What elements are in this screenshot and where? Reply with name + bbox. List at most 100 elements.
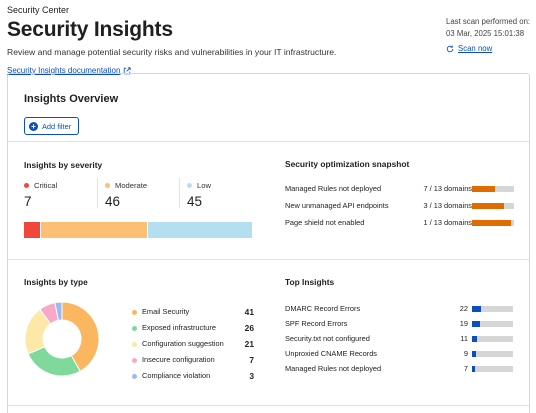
section-divider	[8, 405, 529, 406]
top-insight-row[interactable]: DMARC Record Errors 22	[285, 304, 525, 316]
type-label: Insecure configuration	[142, 355, 215, 364]
top-insight-row[interactable]: Security.txt not configured 11	[285, 334, 525, 346]
snapshot-value: 1 / 13 domains	[423, 218, 472, 227]
snapshot-label: Managed Rules not deployed	[285, 184, 382, 193]
snapshot-value: 3 / 13 domains	[423, 201, 472, 210]
top-insight-bar-track	[472, 351, 513, 357]
snapshot-label: Page shield not enabled	[285, 218, 365, 227]
top-insight-count: 19	[459, 319, 468, 328]
top-insight-count: 11	[460, 334, 468, 343]
snapshot-row[interactable]: Page shield not enabled 1 / 13 domains	[285, 218, 525, 230]
top-insight-bar-fill	[472, 336, 477, 342]
legend-dot	[132, 325, 137, 331]
snapshot-bar-track	[472, 203, 514, 209]
donut-slice[interactable]	[54, 301, 63, 321]
severity-count: 45	[187, 194, 203, 209]
page-header: Security Center Security Insights Review…	[7, 5, 337, 78]
legend-dot	[132, 373, 137, 379]
top-insights-title: Top Insights	[285, 277, 335, 287]
type-label: Configuration suggestion	[142, 339, 224, 348]
insights-overview-card: Insights Overview + Add filter Insights …	[7, 73, 530, 413]
snapshot-label: New unmanaged API endpoints	[285, 201, 389, 210]
scan-now-button[interactable]: Scan now	[446, 43, 536, 55]
top-insight-label: Managed Rules not deployed	[285, 364, 382, 373]
legend-dot	[132, 357, 137, 363]
plus-circle-icon: +	[29, 121, 38, 131]
severity-stacked-bar	[24, 222, 252, 238]
legend-dot	[132, 341, 137, 347]
scan-now-label: Scan now	[458, 44, 493, 53]
snapshot-bar-fill	[472, 220, 511, 226]
severity-critical: Critical 7	[24, 181, 104, 209]
donut-slice[interactable]	[27, 346, 81, 377]
severity-separator	[97, 178, 98, 208]
severity-segment-critical	[24, 222, 41, 238]
type-count: 21	[244, 339, 254, 349]
breadcrumb: Security Center	[7, 5, 70, 15]
snapshot-bar-track	[472, 220, 514, 226]
refresh-icon	[446, 45, 454, 53]
type-count: 26	[244, 323, 254, 333]
type-legend-item[interactable]: Compliance violation 3	[132, 371, 254, 383]
type-count: 41	[244, 307, 254, 317]
insights-overview-title: Insights Overview	[24, 93, 119, 105]
type-label: Exposed infrastructure	[142, 323, 216, 332]
snapshot-row[interactable]: Managed Rules not deployed 7 / 13 domains	[285, 184, 525, 196]
severity-segment-moderate	[40, 222, 148, 238]
snapshot-bar-fill	[472, 203, 504, 209]
documentation-link-label: Security Insights documentation	[7, 66, 121, 75]
top-insight-count: 7	[463, 364, 468, 373]
severity-segment-low	[147, 222, 252, 238]
top-insight-row[interactable]: SPF Record Errors 19	[285, 319, 525, 331]
type-legend-item[interactable]: Exposed infrastructure 26	[132, 323, 254, 335]
severity-title: Insights by severity	[24, 160, 103, 170]
severity-separator	[179, 178, 180, 208]
top-insight-bar-fill	[472, 366, 475, 372]
top-insight-bar-track	[472, 321, 513, 327]
section-divider	[8, 259, 529, 260]
section-divider	[8, 141, 529, 142]
top-insight-bar-fill	[472, 306, 482, 312]
snapshot-bar-track	[472, 186, 514, 192]
severity-label: Critical	[34, 181, 58, 190]
top-insight-bar-track	[472, 366, 513, 372]
insights-by-type-donut	[24, 301, 100, 377]
top-insight-label: Security.txt not configured	[285, 334, 370, 343]
snapshot-value: 7 / 13 domains	[423, 184, 472, 193]
top-insight-bar-fill	[472, 351, 476, 357]
top-insight-label: SPF Record Errors	[285, 319, 348, 328]
type-count: 7	[249, 355, 254, 365]
top-insight-label: Unproxied CNAME Records	[285, 349, 378, 358]
severity-label: Low	[197, 181, 211, 190]
top-insight-bar-track	[472, 336, 513, 342]
page-subtitle: Review and manage potential security ris…	[7, 47, 337, 57]
type-legend-item[interactable]: Insecure configuration 7	[132, 355, 254, 367]
severity-count: 7	[24, 194, 32, 209]
low-dot	[187, 183, 192, 188]
severity-moderate: Moderate 46	[105, 181, 185, 209]
legend-dot	[132, 309, 137, 315]
critical-dot	[24, 183, 29, 188]
severity-label: Moderate	[115, 181, 148, 190]
last-scan-label: Last scan performed on:	[446, 17, 531, 26]
type-label: Compliance violation	[142, 371, 211, 380]
type-label: Email Security	[142, 307, 190, 316]
type-title: Insights by type	[24, 277, 88, 287]
top-insight-row[interactable]: Managed Rules not deployed 7	[285, 364, 525, 376]
top-insight-label: DMARC Record Errors	[285, 304, 361, 313]
snapshot-row[interactable]: New unmanaged API endpoints 3 / 13 domain…	[285, 201, 525, 213]
type-count: 3	[249, 371, 254, 381]
page-title: Security Insights	[7, 18, 173, 41]
top-insight-bar-fill	[472, 321, 480, 327]
snapshot-bar-fill	[472, 186, 495, 192]
last-scan-timestamp: 03 Mar, 2025 15:01:38	[446, 29, 525, 38]
snapshot-title: Security optimization snapshot	[285, 159, 410, 169]
top-insight-count: 22	[459, 304, 468, 313]
severity-count: 46	[105, 194, 121, 209]
donut-slice[interactable]	[61, 301, 100, 372]
top-insight-count: 9	[463, 349, 468, 358]
add-filter-button[interactable]: + Add filter	[24, 117, 80, 135]
type-legend-item[interactable]: Email Security 41	[132, 307, 254, 319]
top-insight-row[interactable]: Unproxied CNAME Records 9	[285, 349, 525, 361]
type-legend-item[interactable]: Configuration suggestion 21	[132, 339, 254, 351]
